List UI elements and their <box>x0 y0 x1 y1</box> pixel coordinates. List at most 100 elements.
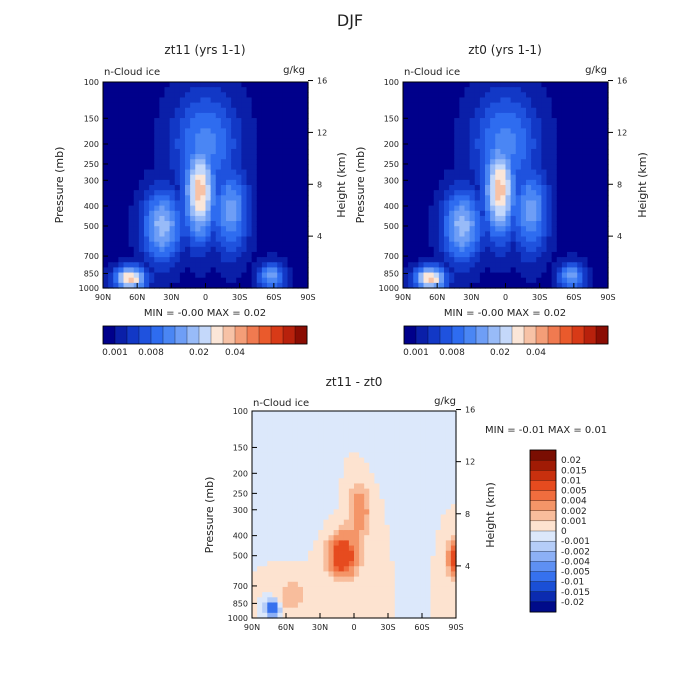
field-cell <box>338 581 345 588</box>
field-cell <box>399 597 406 604</box>
field-cell <box>236 262 242 268</box>
field-cell <box>561 257 568 263</box>
field-cell <box>430 411 437 417</box>
field-cell <box>103 123 109 129</box>
field-cell <box>220 179 227 186</box>
field-cell <box>200 241 207 248</box>
field-cell <box>343 550 350 557</box>
field-cell <box>272 447 279 453</box>
field-cell <box>128 262 135 268</box>
field-cell <box>526 241 532 248</box>
colorbar-swatch <box>150 325 164 345</box>
field-cell <box>323 442 330 448</box>
field-cell <box>231 262 237 268</box>
field-cell <box>418 205 425 212</box>
field-cell <box>246 82 253 88</box>
field-cell <box>389 473 396 479</box>
field-cell <box>262 581 268 588</box>
field-cell <box>246 87 253 93</box>
field-cell <box>485 226 491 232</box>
field-cell <box>587 185 594 191</box>
field-cell <box>328 509 335 516</box>
field-cell <box>510 169 517 176</box>
field-cell <box>246 154 253 160</box>
field-cell <box>551 102 558 109</box>
field-cell <box>490 231 496 238</box>
field-cell <box>236 102 242 109</box>
x-tick-label: 30N <box>312 623 328 632</box>
field-cell <box>133 190 140 196</box>
field-cell <box>464 138 471 145</box>
field-cell <box>428 226 435 232</box>
field-cell <box>272 416 279 422</box>
field-cell <box>587 257 594 263</box>
field-cell <box>169 221 176 227</box>
field-cell <box>459 164 466 171</box>
field-cell <box>108 112 114 119</box>
field-cell <box>364 597 370 604</box>
field-cell <box>474 257 481 263</box>
field-cell <box>103 174 109 181</box>
field-cell <box>403 143 409 150</box>
field-cell <box>328 493 335 500</box>
field-cell <box>515 138 522 145</box>
field-cell <box>215 226 222 232</box>
field-cell <box>505 164 512 171</box>
field-cell <box>536 251 542 258</box>
field-cell <box>430 488 437 495</box>
field-cell <box>464 143 471 150</box>
field-cell <box>464 267 471 274</box>
field-cell <box>179 200 186 207</box>
field-cell <box>226 179 232 186</box>
field-cell <box>348 416 355 422</box>
field-cell <box>118 200 125 207</box>
field-cell <box>348 488 355 495</box>
field-cell <box>551 169 558 176</box>
field-cell <box>292 571 299 578</box>
field-cell <box>541 107 548 114</box>
field-cell <box>133 133 140 140</box>
field-cell <box>454 87 460 93</box>
field-cell <box>354 462 360 469</box>
y-tick-label: 100 <box>384 78 399 87</box>
field-cell <box>551 148 558 155</box>
field-cell <box>292 561 299 567</box>
field-cell <box>454 128 460 135</box>
field-cell <box>526 251 532 258</box>
field-cell <box>257 493 263 500</box>
field-cell <box>405 524 411 531</box>
field-cell <box>394 612 401 619</box>
field-cell <box>374 566 381 573</box>
field-cell <box>103 267 109 274</box>
field-cell <box>236 226 242 232</box>
field-cell <box>277 478 284 485</box>
field-cell <box>215 236 222 243</box>
field-cell <box>384 586 391 593</box>
field-cell <box>287 159 294 165</box>
field-cell <box>282 128 289 135</box>
field-cell <box>505 277 512 284</box>
field-cell <box>413 282 419 289</box>
field-cell <box>420 473 426 479</box>
field-cell <box>302 241 309 248</box>
field-cell <box>597 123 604 129</box>
field-cell <box>405 540 411 547</box>
field-cell <box>469 123 476 129</box>
field-cell <box>348 602 355 609</box>
field-cell <box>103 159 109 165</box>
field-cell <box>531 112 537 119</box>
field-cell <box>536 200 542 207</box>
field-cell <box>257 411 263 417</box>
field-cell <box>313 607 319 614</box>
field-cell <box>449 251 455 258</box>
field-cell <box>577 190 583 196</box>
field-cell <box>149 205 155 212</box>
field-cell <box>282 277 289 284</box>
field-cell <box>338 436 345 443</box>
field-cell <box>185 215 191 222</box>
field-cell <box>128 159 135 165</box>
field-cell <box>551 185 558 191</box>
field-cell <box>128 282 135 289</box>
field-cell <box>338 550 345 557</box>
field-cell <box>445 586 452 593</box>
